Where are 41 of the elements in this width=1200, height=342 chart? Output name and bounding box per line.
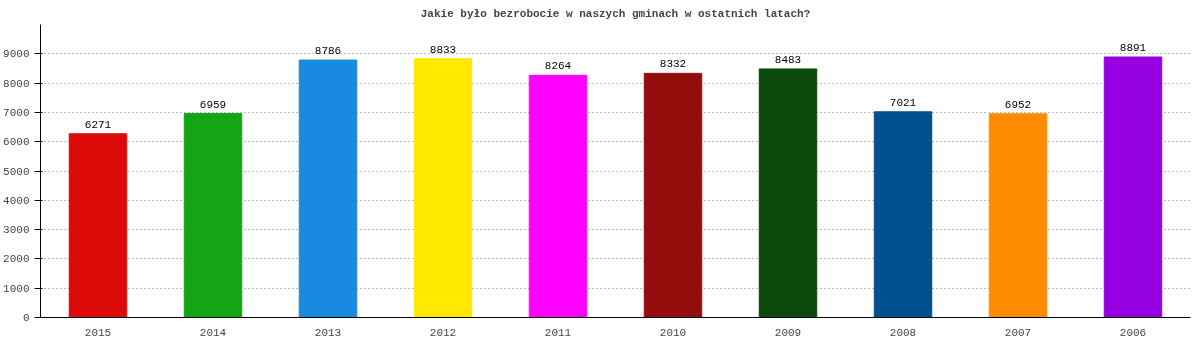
data-label: 8891 [1119,41,1147,54]
data-label: 8332 [659,58,687,71]
y-tick-label: 1000 [3,282,30,295]
bar [643,72,703,318]
chart-title: Jakie było bezrobocie w naszych gminach w ostatnich latach? [420,7,811,20]
x-tick-label: 2006 [1119,326,1147,339]
bar [758,68,818,318]
data-label: 8833 [429,43,457,56]
y-tick-label: 9000 [3,48,30,61]
x-tick-label: 2009 [774,326,802,339]
x-tick-label: 2014 [199,326,227,339]
x-tick-label: 2010 [659,326,687,339]
data-label: 7021 [889,96,917,109]
bar [298,59,358,318]
data-label: 8264 [544,60,572,73]
bar [988,113,1048,318]
y-tick-label: 5000 [3,165,30,178]
bar [413,58,473,318]
bar [873,111,933,318]
bar [1103,56,1163,318]
y-tick-label: 4000 [3,194,30,207]
bar [528,74,588,318]
y-tick-label: 7000 [3,106,30,119]
bar [183,113,243,318]
x-tick-label: 2012 [429,326,457,339]
y-tick-label: 8000 [3,77,30,90]
y-tick-label: 0 [22,312,30,324]
y-tick-label: 3000 [3,224,30,237]
x-tick-label: 2007 [1004,326,1032,339]
x-tick-label: 2013 [314,326,342,339]
x-tick-label: 2015 [84,326,112,339]
x-tick-label: 2011 [544,326,572,339]
x-tick-label: 2008 [889,326,917,339]
data-label: 6952 [1004,98,1032,111]
data-label: 6959 [199,98,227,111]
data-label: 6271 [84,118,112,131]
bar [68,133,128,318]
y-tick-label: 6000 [3,136,30,149]
data-label: 8786 [314,45,342,58]
data-label: 8483 [774,53,802,66]
y-tick-label: 2000 [3,253,30,266]
